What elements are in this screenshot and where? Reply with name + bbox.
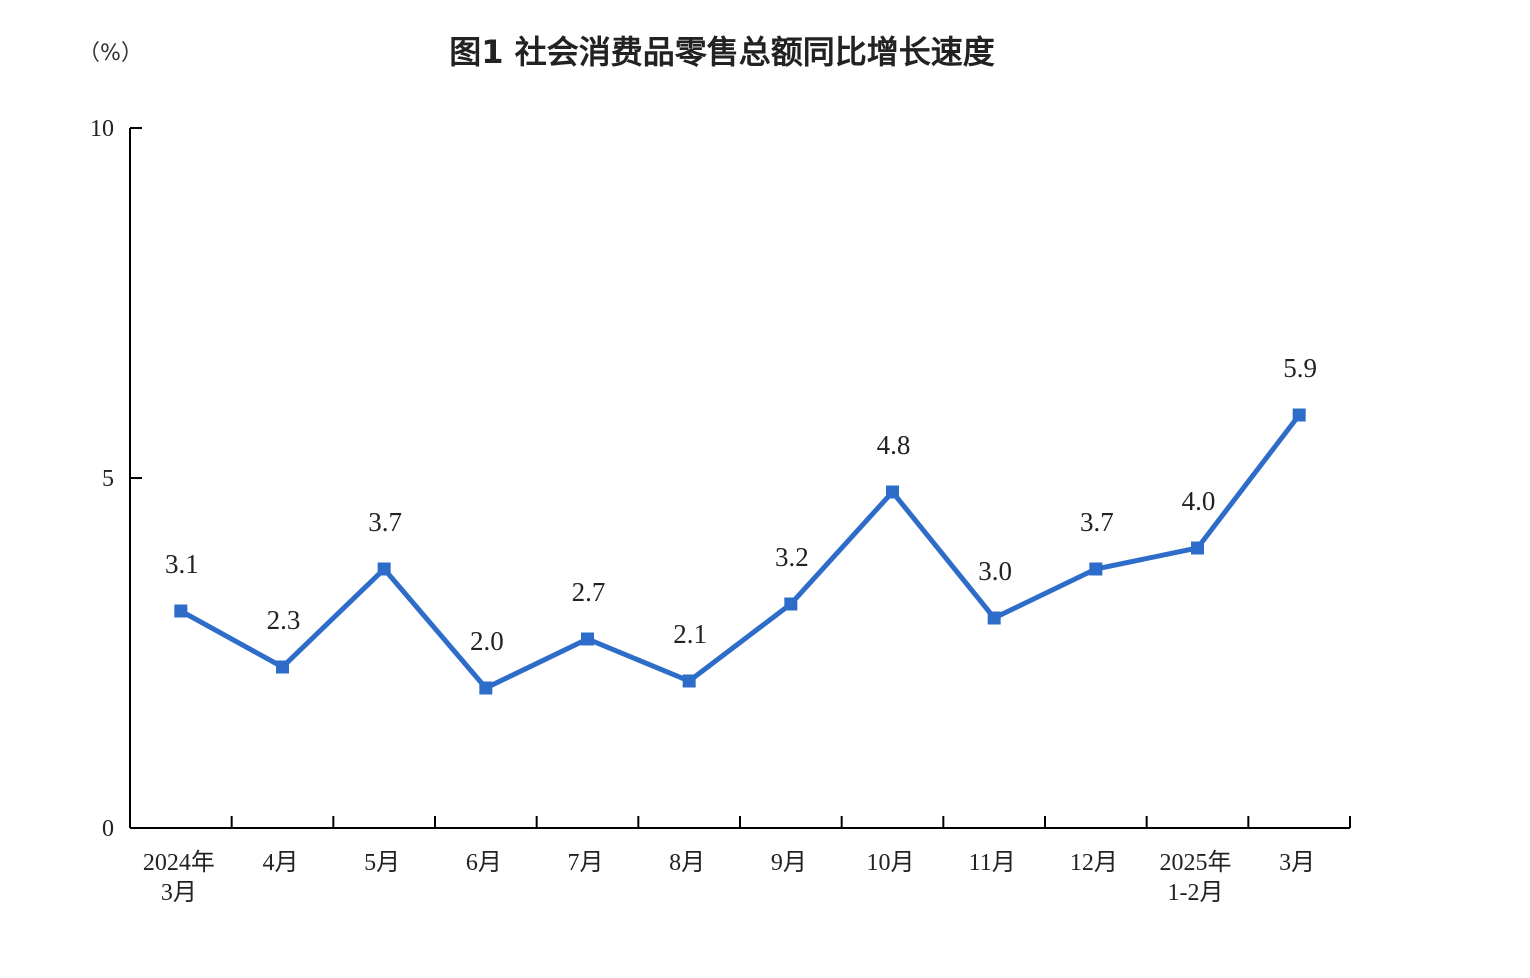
data-label: 2.7 <box>572 577 606 607</box>
data-label: 4.0 <box>1182 486 1216 516</box>
x-tick-label-line: 1-2月 <box>1168 880 1224 906</box>
x-tick-label-line: 4月 <box>263 850 299 876</box>
data-label: 4.8 <box>877 430 911 460</box>
x-tick-label: 6月 <box>466 850 502 876</box>
data-point <box>886 485 899 499</box>
x-tick-label: 9月 <box>771 850 807 876</box>
data-point <box>1292 408 1306 422</box>
data-point <box>987 611 1001 625</box>
series <box>174 408 1306 695</box>
data-label: 2.0 <box>470 626 504 656</box>
data-point <box>1191 541 1204 555</box>
data-label: 3.0 <box>978 556 1012 586</box>
x-tick-label-line: 5月 <box>364 850 400 876</box>
x-tick-label-line: 7月 <box>568 850 604 876</box>
y-tick-label: 5 <box>102 466 114 492</box>
data-label: 3.1 <box>165 549 199 579</box>
x-tick-label: 12月 <box>1070 850 1118 876</box>
x-tick-label: 2024年 3月 <box>143 849 215 906</box>
data-label: 5.9 <box>1283 353 1317 383</box>
data-label: 2.1 <box>673 619 707 649</box>
x-tick-label-line: 2025年 <box>1160 849 1232 876</box>
x-tick-label: 11月 <box>969 850 1016 876</box>
axes <box>129 127 1351 829</box>
data-label: 3.7 <box>1080 507 1114 537</box>
x-tick-labels: 2024年 3月 4月 5月 6月 7月 8月 9月 10月 11月 12月 2025年 1-2月 3月 <box>143 849 1315 906</box>
data-point <box>581 632 594 646</box>
chart-title: 图1 社会消费品零售总额同比增长速度 <box>449 33 994 71</box>
x-tick-label-line: 9月 <box>771 850 807 876</box>
y-tick-label: 0 <box>102 816 114 842</box>
data-label: 2.3 <box>267 605 301 635</box>
x-tick-label: 4月 <box>263 850 299 876</box>
data-point <box>682 674 696 688</box>
x-tick-label: 5月 <box>364 850 400 876</box>
data-point <box>174 604 188 618</box>
data-point <box>784 597 798 611</box>
y-tick-label: 10 <box>90 116 114 142</box>
x-tick-label: 10月 <box>867 850 915 876</box>
data-point <box>276 660 289 674</box>
x-tick-label-line: 3月 <box>1279 850 1315 876</box>
x-tick-label-line: 11月 <box>969 850 1016 876</box>
y-axis-unit: （%） <box>78 41 143 66</box>
x-tick-label: 2025年 1-2月 <box>1160 849 1232 906</box>
data-label: 3.7 <box>368 507 402 537</box>
series-line <box>179 413 1302 692</box>
data-labels: 3.1 2.3 3.7 2.0 2.7 2.1 3.2 4.8 3.0 3.7 4.0 5.9 <box>165 353 1317 656</box>
x-tick-label-line: 10月 <box>867 850 915 876</box>
x-tick-label: 3月 <box>1279 850 1315 876</box>
data-point <box>479 681 493 695</box>
x-tick-label-line: 2024年 <box>143 849 215 876</box>
x-tick-label-line: 12月 <box>1070 850 1118 876</box>
x-tick-label: 7月 <box>568 850 604 876</box>
data-point <box>1089 562 1103 576</box>
x-tick-label-line: 8月 <box>669 850 705 876</box>
data-point <box>377 562 391 576</box>
x-tick-label: 8月 <box>669 850 705 876</box>
data-label: 3.2 <box>775 542 809 572</box>
x-tick-label-line: 3月 <box>161 880 197 906</box>
x-tick-label-line: 6月 <box>466 850 502 876</box>
y-tick-labels: 0 5 10 <box>90 116 114 842</box>
